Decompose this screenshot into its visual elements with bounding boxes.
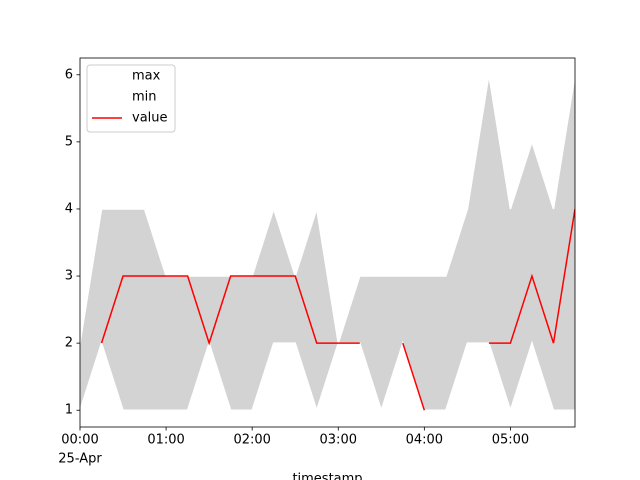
x-tick-label: 00:00	[61, 433, 98, 448]
y-tick-label: 4	[65, 201, 73, 216]
y-tick-label: 1	[65, 403, 73, 418]
x-axis-label: timestamp	[292, 472, 362, 480]
legend-box	[86, 64, 176, 133]
x-date-label: 25-Apr	[58, 452, 102, 467]
x-tick-label: 05:00	[492, 433, 529, 448]
x-tick-label: 03:00	[320, 433, 357, 448]
legend-label: value	[132, 111, 168, 126]
y-tick-label: 3	[65, 269, 73, 284]
axes-frame	[79, 57, 576, 428]
plot-area	[80, 74, 575, 413]
x-tick-label: 01:00	[147, 433, 184, 448]
series-line	[100, 208, 575, 411]
y-tick-label: 2	[65, 336, 73, 351]
legend-label: min	[132, 90, 157, 105]
series-line	[80, 74, 575, 344]
y-tick-label: 5	[65, 134, 73, 149]
series-line	[80, 340, 575, 413]
y-tick-label: 6	[65, 67, 73, 82]
x-tick-label: 02:00	[233, 433, 270, 448]
legend-label: max	[132, 69, 161, 84]
x-tick-label: 04:00	[406, 433, 443, 448]
